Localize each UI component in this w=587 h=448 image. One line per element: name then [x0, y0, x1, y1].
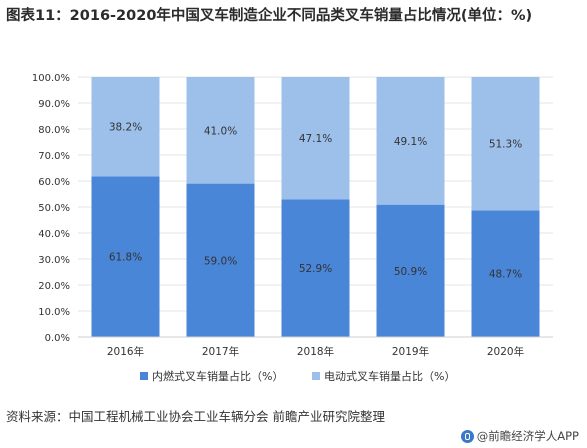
bar-segment-electric	[471, 77, 540, 211]
app-logo-icon	[460, 429, 474, 443]
y-tick-label: 30.0%	[38, 255, 70, 266]
bar-segment-combustion	[376, 204, 445, 337]
data-label: 50.9%	[394, 266, 427, 278]
bar-segment-electric	[91, 77, 160, 177]
source-note: 资料来源：中国工程机械工业协会工业车辆分会 前瞻产业研究院整理	[6, 409, 385, 424]
legend-label: 内燃式叉车销量占比（%）	[152, 369, 283, 383]
data-label: 52.9%	[299, 263, 332, 275]
data-label: 38.2%	[109, 122, 142, 134]
y-tick-label: 40.0%	[38, 229, 70, 240]
y-tick-label: 90.0%	[38, 99, 70, 110]
data-label: 61.8%	[109, 252, 142, 264]
bar-segment-electric	[186, 77, 255, 184]
legend-swatch	[140, 372, 148, 380]
bar-segment-combustion	[91, 176, 160, 337]
legend-label: 电动式叉车销量占比（%）	[324, 369, 455, 383]
y-tick-label: 50.0%	[38, 203, 70, 214]
y-tick-label: 0.0%	[45, 333, 70, 344]
x-tick-label: 2018年	[297, 345, 334, 358]
data-label: 59.0%	[204, 255, 237, 267]
y-tick-label: 70.0%	[38, 151, 70, 162]
bar-segment-electric	[376, 77, 445, 205]
y-tick-label: 80.0%	[38, 125, 70, 136]
x-tick-label: 2020年	[487, 345, 524, 358]
data-label: 47.1%	[299, 133, 332, 145]
x-tick-label: 2019年	[392, 345, 429, 358]
x-tick-label: 2017年	[202, 345, 239, 358]
y-tick-label: 20.0%	[38, 281, 70, 292]
data-label: 41.0%	[204, 125, 237, 137]
legend-swatch	[312, 372, 320, 380]
bar-segment-combustion	[186, 183, 255, 337]
y-tick-label: 100.0%	[32, 73, 70, 84]
data-label: 51.3%	[489, 139, 522, 151]
credit: @前瞻经济学人APP	[460, 428, 579, 444]
bar-segment-combustion	[281, 199, 350, 337]
chart-title: 图表11：2016-2020年中国叉车制造企业不同品类叉车销量占比情况(单位：%…	[6, 8, 533, 24]
bar-segment-combustion	[471, 210, 540, 337]
y-tick-label: 10.0%	[38, 307, 70, 318]
x-tick-label: 2016年	[107, 345, 144, 358]
bar-segment-electric	[281, 77, 350, 200]
data-label: 49.1%	[394, 136, 427, 148]
credit-text: @前瞻经济学人APP	[476, 429, 579, 443]
data-label: 48.7%	[489, 269, 522, 281]
y-tick-label: 60.0%	[38, 177, 70, 188]
